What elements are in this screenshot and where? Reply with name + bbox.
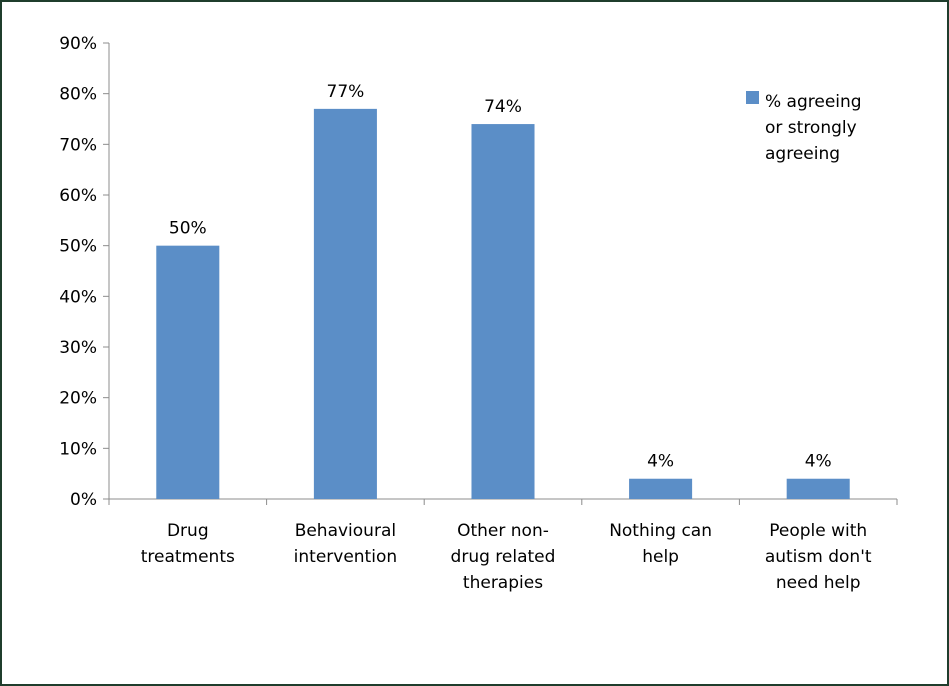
data-labels: 50% 77% 74% 4% 4% — [169, 82, 832, 472]
category-label: Drug treatments — [141, 521, 235, 567]
y-tick-label: 50% — [59, 237, 97, 257]
category-label-line: autism don't — [765, 547, 872, 567]
legend-label-line: agreeing — [765, 144, 840, 164]
y-tick-label: 40% — [59, 287, 97, 307]
data-label: 50% — [169, 219, 207, 239]
y-tick-label: 90% — [59, 34, 97, 54]
data-label: 77% — [327, 82, 365, 102]
category-label-line: treatments — [141, 547, 235, 567]
bars — [156, 108, 850, 500]
category-label-line: help — [642, 547, 679, 567]
y-tick-label: 20% — [59, 389, 97, 409]
legend: % agreeing or strongly agreeing — [746, 91, 862, 164]
category-label: People with autism don't need help — [765, 521, 872, 593]
legend-label-line: % agreeing — [765, 92, 862, 112]
y-tick-label: 10% — [59, 439, 97, 459]
data-label: 4% — [805, 452, 832, 472]
category-labels: Drug treatments Behavioural intervention Oth… — [141, 521, 872, 593]
data-label: 4% — [647, 452, 674, 472]
category-label-line: Other non- — [457, 521, 549, 541]
y-tick-label: 30% — [59, 338, 97, 358]
bar — [313, 108, 377, 499]
y-tick-label: 80% — [59, 85, 97, 105]
category-label-line: therapies — [463, 573, 543, 593]
legend-label: % agreeing or strongly agreeing — [765, 92, 862, 164]
data-label: 74% — [484, 97, 522, 117]
bar — [629, 478, 693, 499]
y-tick-label: 70% — [59, 135, 97, 155]
y-tick-label: 60% — [59, 186, 97, 206]
category-label-line: Behavioural — [295, 521, 396, 541]
category-label: Other non-drug related therapies — [451, 521, 556, 593]
category-label: Nothing can help — [609, 521, 712, 567]
y-tick-label: 0% — [70, 490, 97, 510]
bar — [471, 124, 535, 500]
category-label-line: drug related — [451, 547, 556, 567]
category-label-line: Drug — [167, 521, 209, 541]
category-label-line: intervention — [294, 547, 397, 567]
category-label: Behavioural intervention — [294, 521, 397, 567]
x-axis — [108, 498, 898, 505]
category-label-line: People with — [769, 521, 867, 541]
legend-label-line: or strongly — [765, 118, 857, 138]
y-axis: 0% 10% 20% 30% 40% 50% 60% 70% 80% 90% — [59, 34, 110, 510]
bar — [786, 478, 850, 499]
category-label-line: Nothing can — [609, 521, 712, 541]
bar — [156, 245, 220, 499]
legend-swatch — [746, 91, 759, 104]
category-label-line: need help — [776, 573, 861, 593]
